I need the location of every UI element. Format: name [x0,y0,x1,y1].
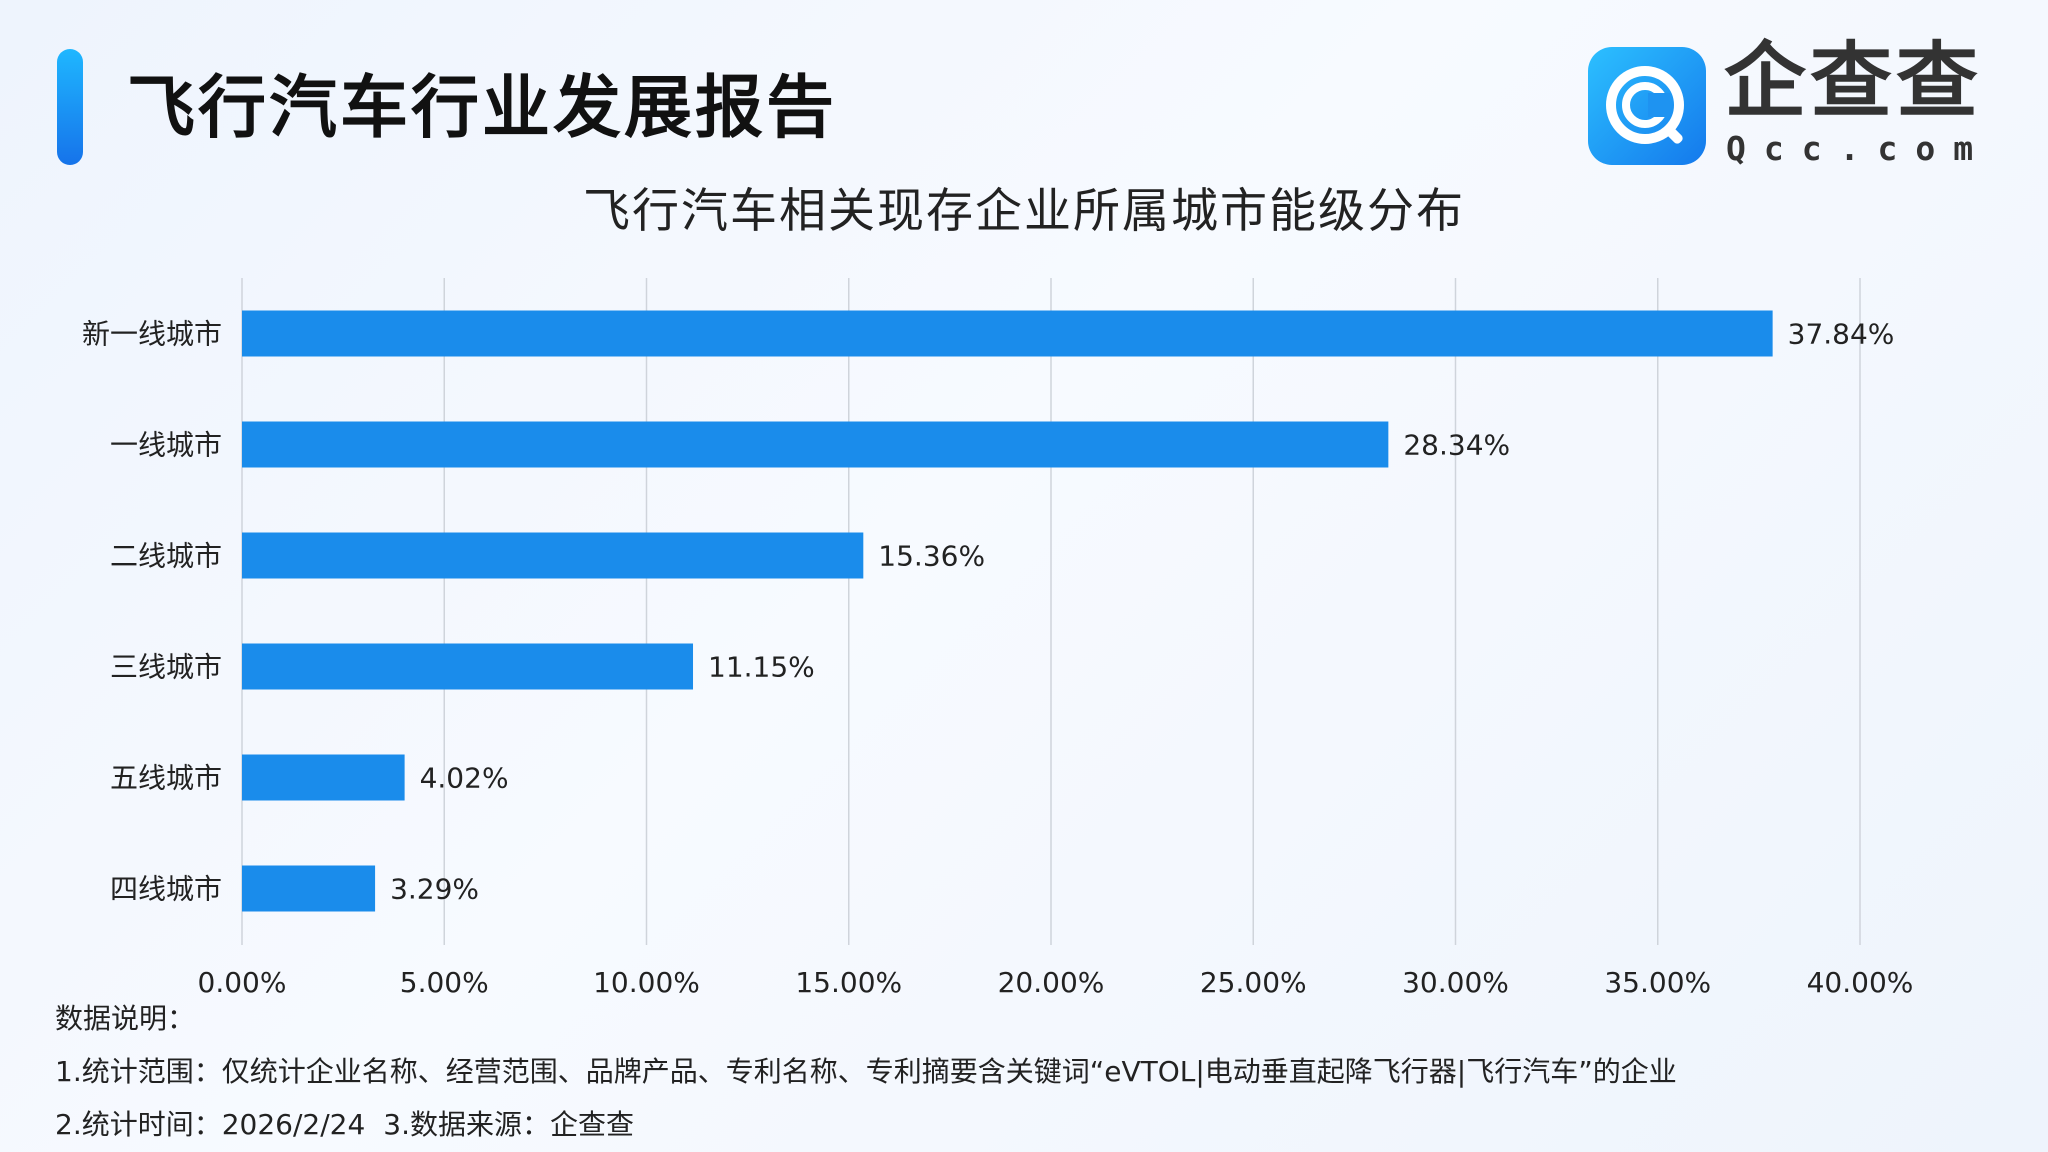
category-label: 五线城市 [110,762,222,795]
report-title: 飞行汽车行业发展报告 [127,69,838,148]
data-label: 15.36% [878,540,985,573]
category-label: 二线城市 [110,540,222,573]
x-tick-label: 25.00% [1200,966,1307,999]
bar [242,532,864,579]
x-tick-label: 40.00% [1807,966,1914,999]
bar [242,421,1389,468]
bar [242,865,376,912]
bar [242,310,1773,357]
x-tick-label: 30.00% [1402,966,1509,999]
data-label: 28.34% [1403,429,1510,462]
data-label: 3.29% [390,873,479,906]
x-tick-label: 35.00% [1604,966,1711,999]
qcc-logo-icon [1588,47,1706,165]
data-label: 11.15% [708,651,815,684]
notes-heading: 数据说明： [55,1002,196,1035]
category-label: 四线城市 [110,873,222,906]
chart-title: 飞行汽车相关现存企业所属城市能级分布 [583,184,1465,239]
bar [242,754,405,801]
category-label: 一线城市 [110,429,222,462]
x-tick-label: 20.00% [998,966,1105,999]
data-label: 4.02% [420,762,509,795]
notes-source: 3.数据来源：企查查 [383,1108,635,1141]
logo-wordmark: 企查查 [1724,34,1983,129]
title-accent-bar [57,49,83,165]
x-tick-label: 0.00% [198,966,287,999]
qcc-logo: 企查查 Qcc.com [1588,41,1998,168]
notes-date: 2.统计时间：2026/2/24 [55,1108,366,1141]
category-label: 三线城市 [110,651,222,684]
x-tick-label: 5.00% [400,966,489,999]
x-tick-label: 15.00% [795,966,902,999]
category-label: 新一线城市 [82,318,222,351]
data-label: 37.84% [1788,318,1895,351]
notes-meta: 2.统计时间：2026/2/24 3.数据来源：企查查 [55,1103,652,1143]
notes-scope: 1.统计范围：仅统计企业名称、经营范围、品牌产品、专利名称、专利摘要含关键词“e… [55,1055,1677,1088]
x-tick-label: 10.00% [593,966,700,999]
bar [242,643,694,690]
logo-domain: Qcc.com [1726,129,1992,168]
